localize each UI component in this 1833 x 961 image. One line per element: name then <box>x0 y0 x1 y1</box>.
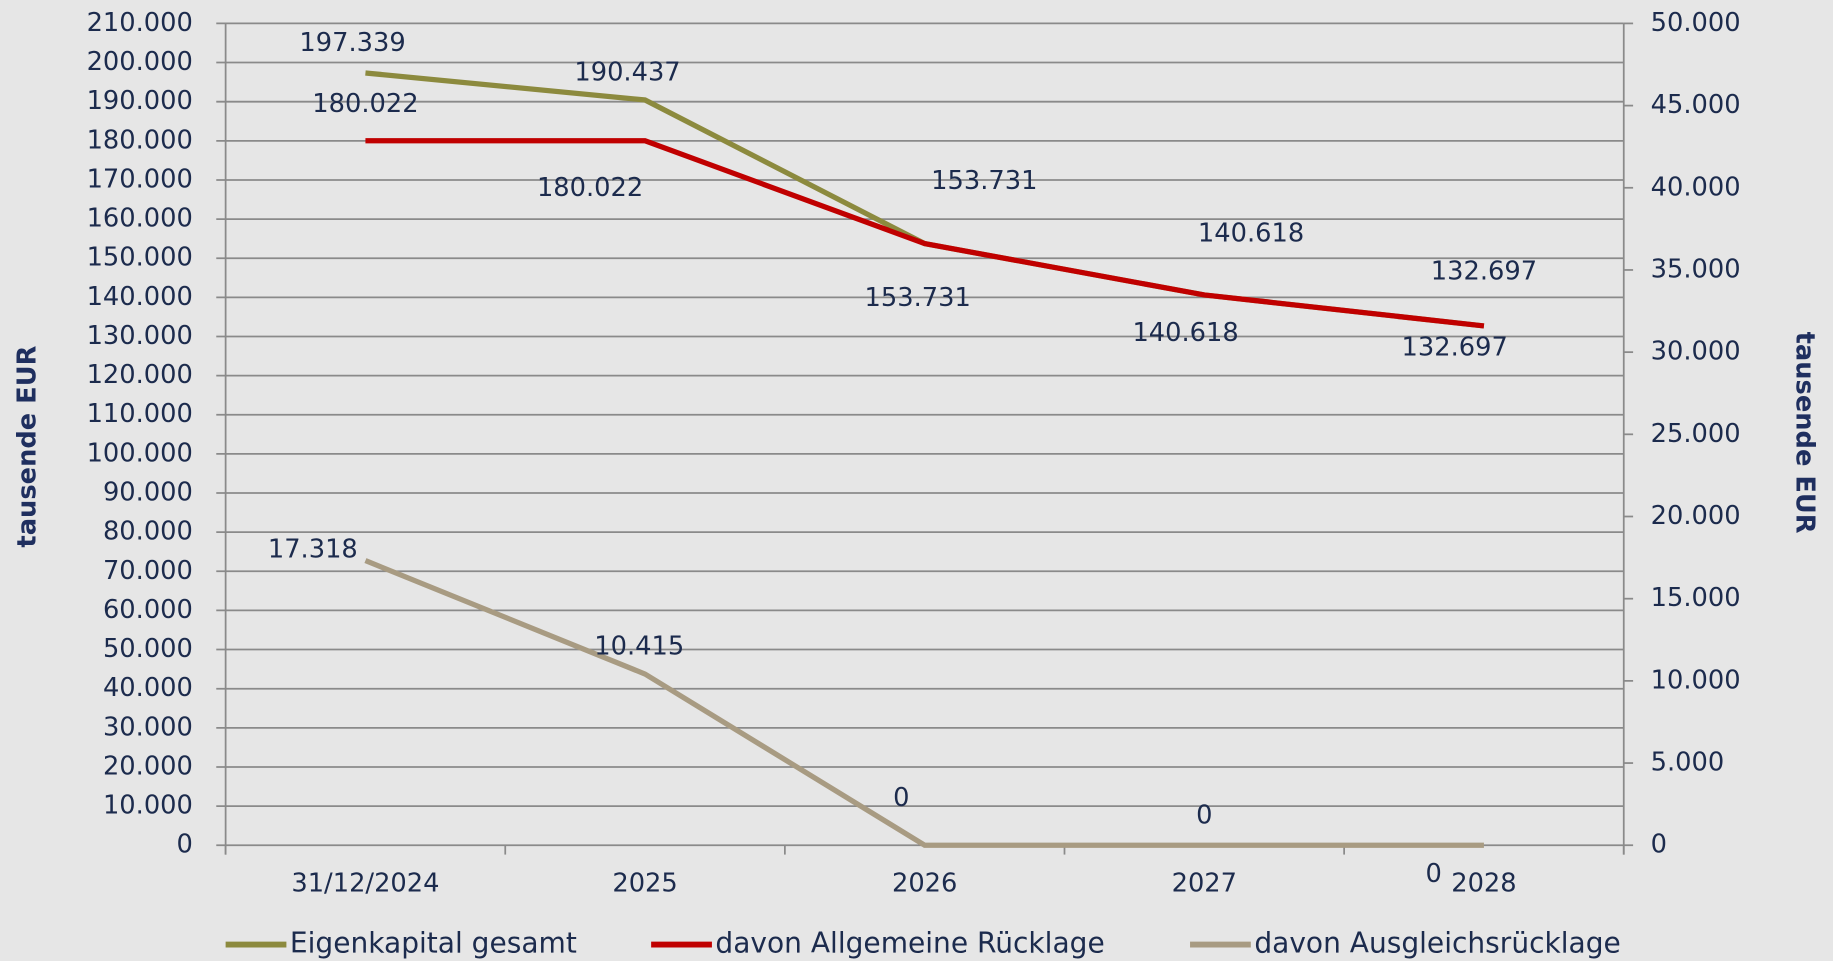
y-tick-label: 170.000 <box>87 164 193 194</box>
data-label: 0 <box>1425 859 1441 889</box>
y2-tick-label: 0 <box>1651 830 1667 860</box>
data-label: 140.618 <box>1132 318 1238 348</box>
x-tick-label: 2025 <box>612 868 677 898</box>
y2-axis-title: tausende EUR <box>1789 332 1819 534</box>
y-axis-title: tausende EUR <box>13 345 43 547</box>
y2-tick-label: 50.000 <box>1651 8 1741 38</box>
y2-tick-label: 10.000 <box>1651 665 1741 695</box>
data-label: 132.697 <box>1431 257 1537 287</box>
y-tick-label: 200.000 <box>87 47 193 77</box>
data-label: 197.339 <box>299 28 405 58</box>
y-tick-label: 210.000 <box>87 8 193 38</box>
data-label: 180.022 <box>537 173 643 203</box>
y-tick-label: 0 <box>177 830 193 860</box>
data-label: 153.731 <box>865 283 971 313</box>
data-label: 140.618 <box>1198 219 1304 249</box>
data-label: 190.437 <box>574 58 680 88</box>
y2-tick-label: 45.000 <box>1651 90 1741 120</box>
data-label: 132.697 <box>1402 333 1508 363</box>
x-tick-label: 2027 <box>1172 868 1237 898</box>
y2-tick-label: 5.000 <box>1651 748 1725 778</box>
y-tick-label: 100.000 <box>87 438 193 468</box>
data-label: 153.731 <box>931 166 1037 196</box>
y-tick-label: 30.000 <box>103 712 193 742</box>
y-tick-label: 190.000 <box>87 86 193 116</box>
y2-tick-label: 35.000 <box>1651 254 1741 284</box>
y-tick-label: 40.000 <box>103 673 193 703</box>
y-tick-label: 180.000 <box>87 125 193 155</box>
x-tick-label: 2026 <box>892 868 957 898</box>
x-tick-label: 2028 <box>1451 868 1516 898</box>
x-tick-label: 31/12/2024 <box>291 868 439 898</box>
series-line <box>365 138 1485 329</box>
data-label: 180.022 <box>312 89 418 119</box>
y-tick-label: 140.000 <box>87 282 193 312</box>
y2-tick-label: 15.000 <box>1651 583 1741 613</box>
y-tick-label: 130.000 <box>87 321 193 351</box>
y2-tick-label: 20.000 <box>1651 501 1741 531</box>
y-tick-label: 50.000 <box>103 634 193 664</box>
y2-tick-label: 40.000 <box>1651 172 1741 202</box>
y-tick-label: 110.000 <box>87 399 193 429</box>
data-label: 10.415 <box>594 632 684 662</box>
y-tick-label: 20.000 <box>103 751 193 781</box>
y2-tick-label: 30.000 <box>1651 337 1741 367</box>
data-label: 0 <box>1196 801 1212 831</box>
y-tick-label: 160.000 <box>87 204 193 234</box>
y-tick-label: 70.000 <box>103 556 193 586</box>
data-label: 17.318 <box>268 535 358 565</box>
series-line <box>364 558 1484 848</box>
y-tick-label: 120.000 <box>87 360 193 390</box>
data-label: 0 <box>893 783 909 813</box>
y-tick-label: 60.000 <box>103 595 193 625</box>
y-tick-label: 80.000 <box>103 517 193 547</box>
y-tick-label: 90.000 <box>103 478 193 508</box>
legend-label: Eigenkapital gesamt <box>290 927 577 960</box>
y-tick-label: 150.000 <box>87 243 193 273</box>
y2-tick-label: 25.000 <box>1651 419 1741 449</box>
y-tick-label: 10.000 <box>103 791 193 821</box>
legend-label: davon Allgemeine Rücklage <box>715 927 1104 960</box>
legend-label: davon Ausgleichsrücklage <box>1254 927 1620 960</box>
